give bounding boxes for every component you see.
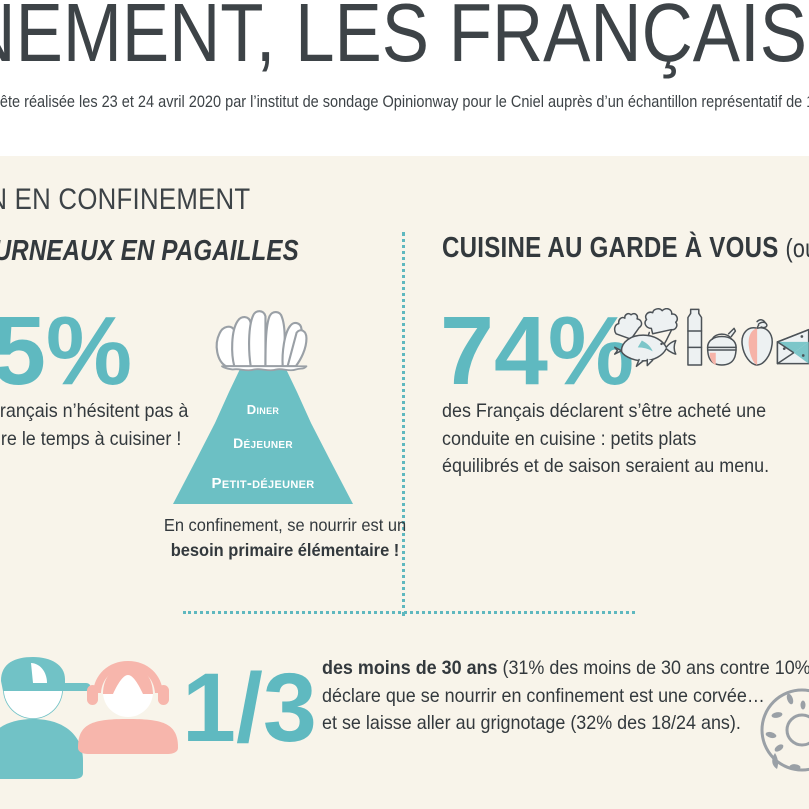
svg-text:Diner: Diner [247,402,280,417]
svg-text:Déjeuner: Déjeuner [233,435,293,451]
svg-text:Petit-déjeuner: Petit-déjeuner [212,475,315,492]
